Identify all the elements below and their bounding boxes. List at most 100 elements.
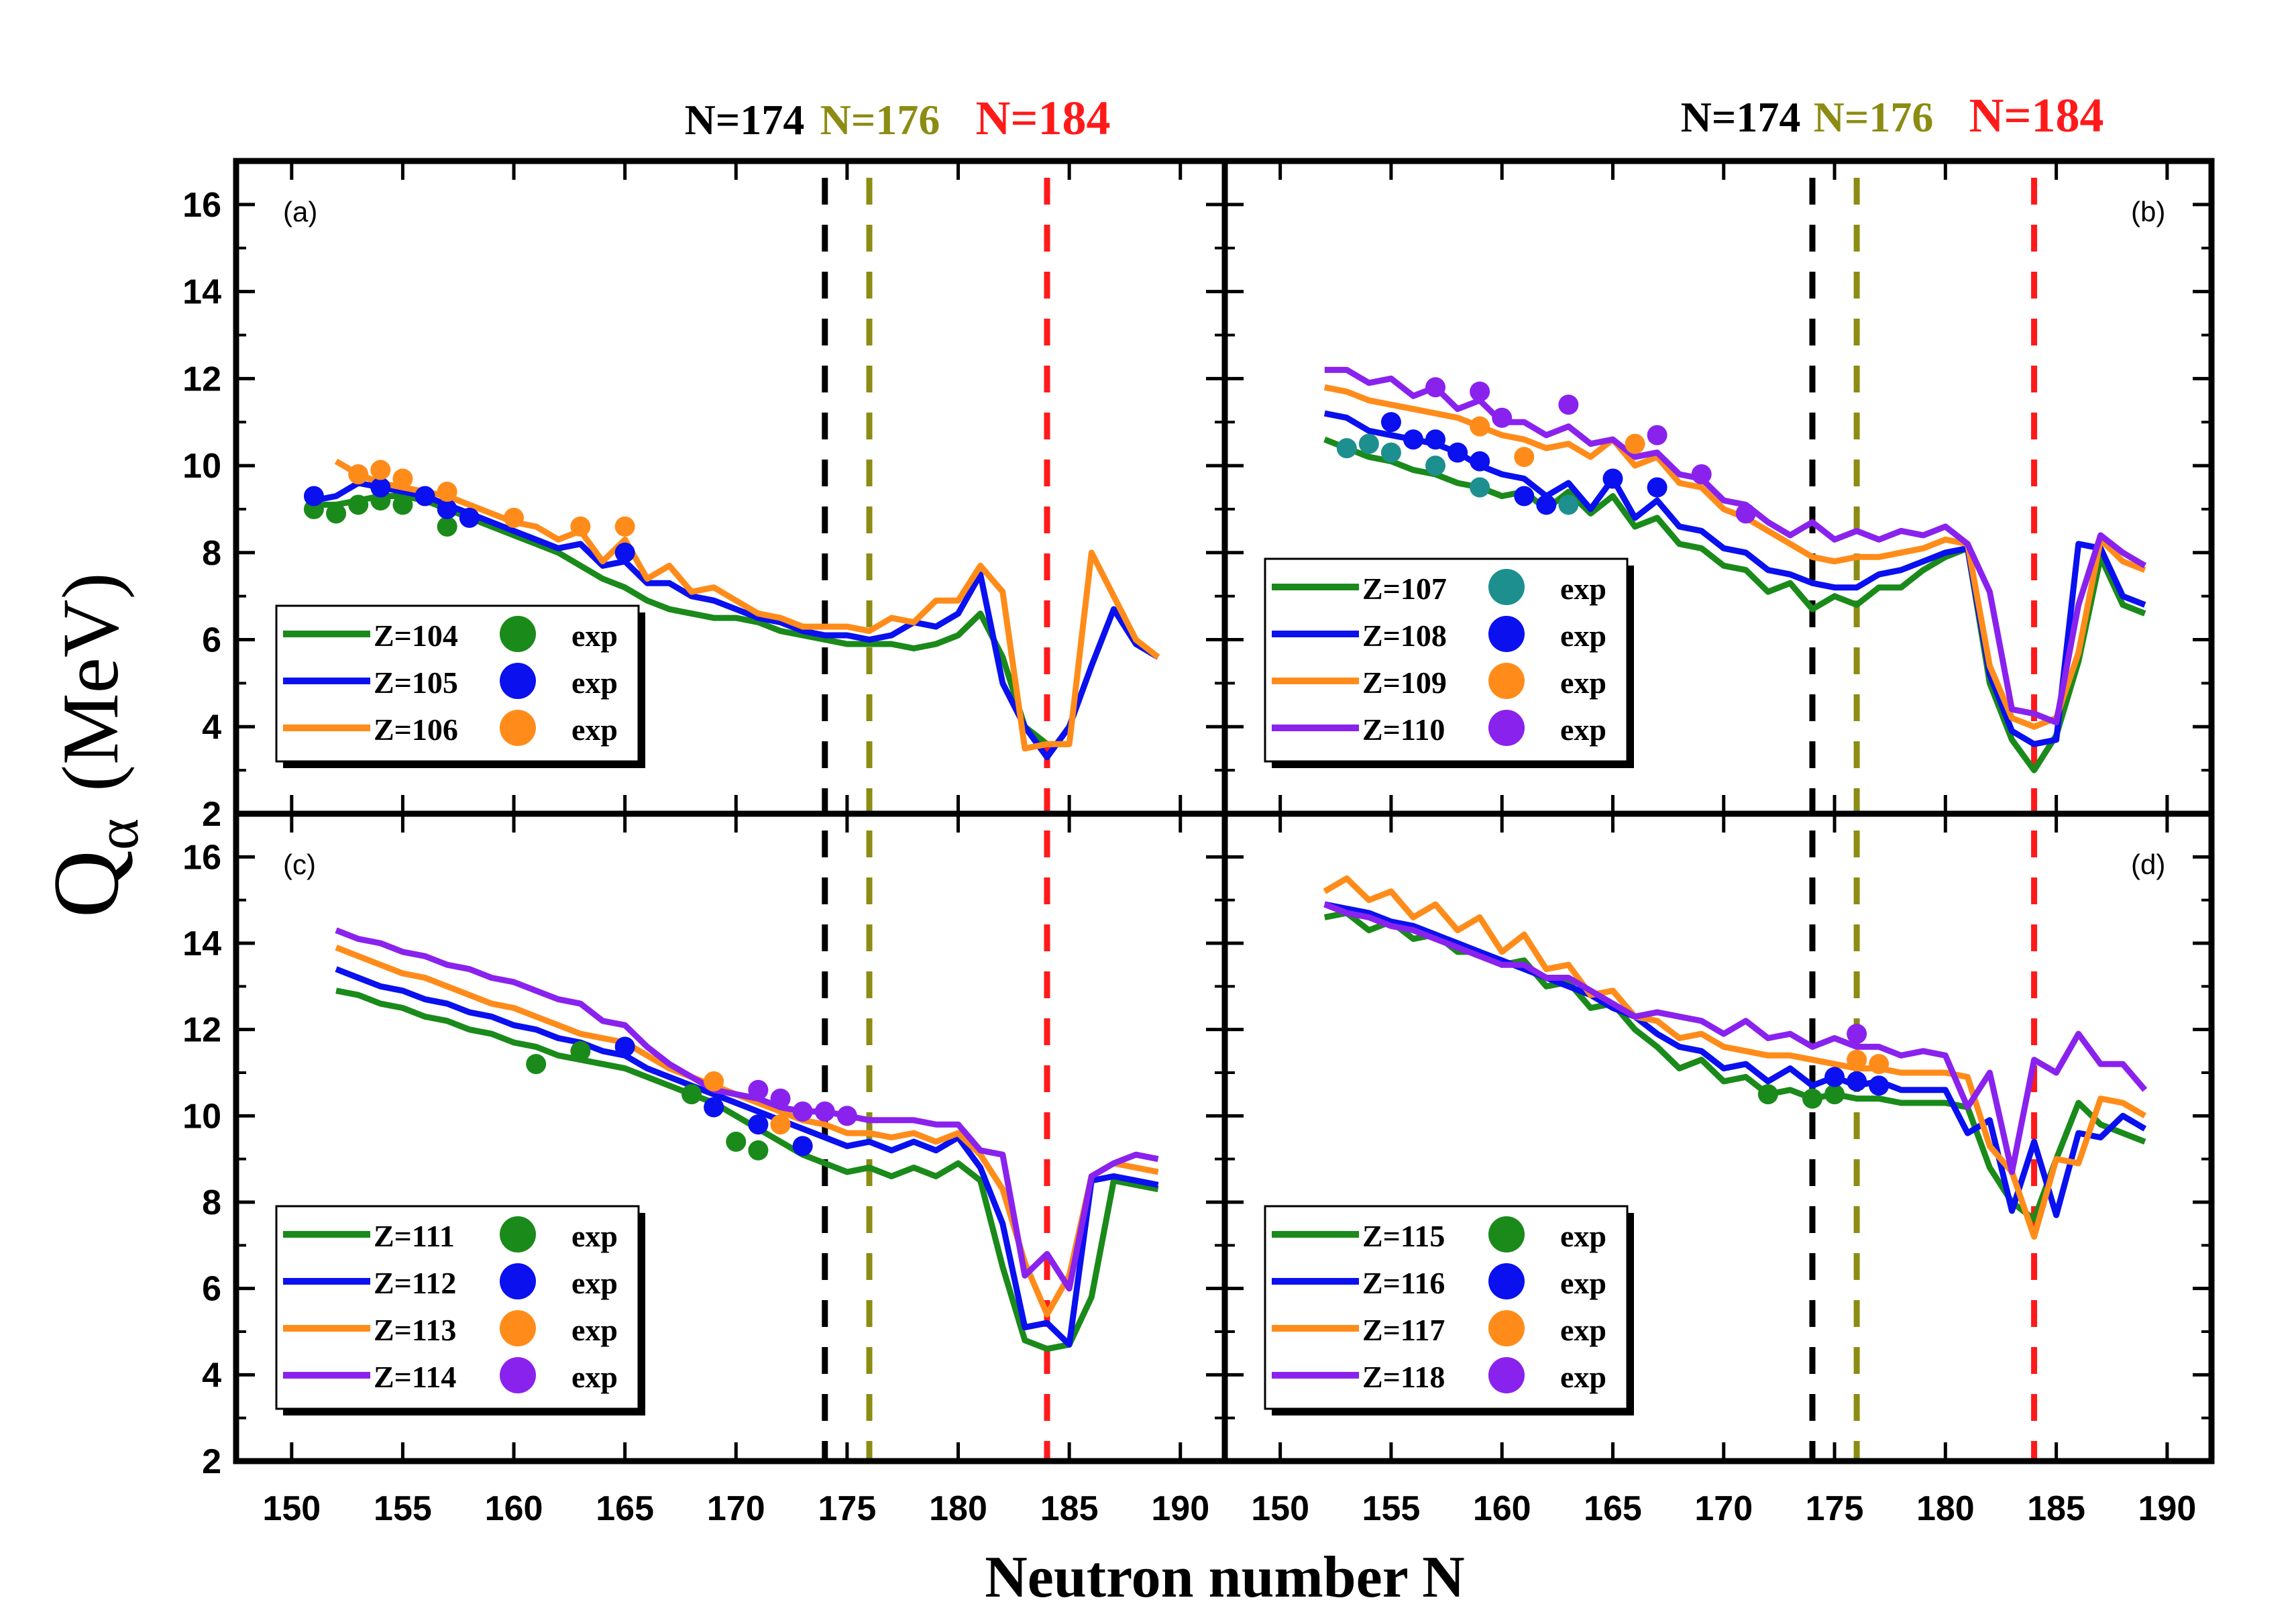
exp-point-z110 (1558, 394, 1579, 415)
exp-point-z105 (614, 542, 635, 563)
x-tick-label: 155 (374, 1489, 432, 1528)
legend-exp-marker (500, 616, 536, 652)
legend-series-name: Z=112 (374, 1266, 456, 1300)
tick-labels: 2 4 6 8 10 12 14 16 150 155 160 165 170 175 180 185 190 2… (182, 186, 2196, 1528)
x-axis-title: Neutron number N (985, 1545, 1464, 1604)
y-tick-label: 10 (182, 447, 221, 486)
svg-text:Qα: Qα (34, 818, 151, 918)
exp-point-z114 (814, 1101, 835, 1122)
y-tick-label: 4 (202, 1356, 221, 1395)
legend-exp-label: exp (1560, 619, 1606, 653)
legend-series-name: Z=110 (1362, 712, 1445, 747)
exp-point-z111 (681, 1084, 702, 1105)
top-label-n184-right: N=184 (1969, 89, 2103, 142)
legend-exp-marker (1488, 1263, 1525, 1299)
legend-exp-marker (500, 710, 536, 746)
legend-exp-label: exp (571, 665, 618, 700)
series-line-z107 (1323, 436, 2146, 773)
y-tick-label: 2 (202, 1442, 221, 1481)
y-tick-label: 16 (182, 838, 221, 877)
exp-point-z116 (1824, 1067, 1845, 1087)
exp-point-z108 (1447, 442, 1468, 463)
x-tick-label: 150 (262, 1489, 321, 1528)
exp-point-z109 (1625, 433, 1645, 454)
panel-b: (b) Z=107 exp Z=108 exp Z=109 exp Z=110 exp (1225, 161, 2211, 816)
exp-point-z107 (1380, 442, 1401, 463)
exp-point-z108 (1647, 477, 1668, 498)
legend-exp-marker (1488, 663, 1525, 699)
exp-point-z111 (526, 1054, 547, 1075)
exp-point-z105 (303, 486, 324, 506)
x-tick-label: 155 (1362, 1489, 1421, 1528)
exp-point-z104 (392, 494, 413, 515)
exp-point-z118 (1847, 1024, 1867, 1045)
legend-exp-label: exp (1560, 712, 1606, 747)
legend-exp-label: exp (1560, 1313, 1606, 1347)
y-tick-label: 16 (182, 186, 221, 225)
legend-exp-marker (1488, 1310, 1525, 1346)
y-tick-label: 8 (202, 1183, 221, 1222)
series-line-z114 (335, 927, 1159, 1292)
exp-point-z114 (770, 1088, 791, 1109)
series-line-z111 (335, 987, 1159, 1352)
exp-point-z106 (437, 481, 457, 502)
exp-point-z108 (1470, 451, 1490, 472)
exp-point-z113 (770, 1114, 791, 1135)
series-line-z110 (1324, 366, 2147, 726)
legend-exp-label: exp (571, 619, 618, 653)
legend-series-name: Z=111 (374, 1219, 455, 1253)
x-tick-label: 170 (707, 1489, 765, 1528)
y-tick-label: 14 (182, 273, 221, 312)
x-tick-label: 190 (2138, 1489, 2197, 1528)
legend-exp-label: exp (571, 1313, 618, 1347)
y-tick-label: 6 (202, 1270, 221, 1309)
series-line-z118 (1323, 901, 2148, 1175)
exp-point-z112 (748, 1114, 769, 1135)
legend-series-name: Z=108 (1362, 619, 1447, 653)
panel-a: (a) Z=104 exp Z=105 exp Z=106 exp (236, 161, 1225, 816)
exp-point-z104 (348, 494, 369, 515)
legend-exp-label: exp (571, 1219, 618, 1253)
exp-point-z106 (504, 507, 525, 528)
exp-point-z110 (1492, 407, 1513, 428)
x-tick-label: 170 (1694, 1489, 1753, 1528)
y-tick-label: 2 (202, 795, 221, 834)
x-tick-label: 185 (1040, 1489, 1099, 1528)
panel-d: (d) Z=115 exp Z=116 exp Z=117 exp Z=118 exp (1225, 814, 2211, 1463)
legend-exp-marker (1488, 569, 1525, 605)
exp-point-z116 (1869, 1075, 1890, 1096)
x-tick-label: 185 (2027, 1489, 2085, 1528)
exp-point-z106 (348, 464, 369, 485)
exp-point-z106 (614, 516, 635, 537)
top-label-n184-left: N=184 (975, 91, 1110, 145)
panel-c: (c) Z=111 exp Z=112 exp Z=113 exp Z=114 exp (236, 814, 1225, 1463)
legend-exp-marker (1488, 1357, 1525, 1393)
exp-point-z112 (614, 1036, 635, 1057)
exp-point-z114 (836, 1106, 857, 1126)
y-tick-label: 4 (202, 708, 221, 747)
exp-point-z108 (1602, 468, 1623, 489)
series-line-z106 (334, 458, 1160, 752)
x-tick-label: 180 (929, 1489, 987, 1528)
series-line-z109 (1323, 384, 2146, 730)
legend: Z=115 exp Z=116 exp Z=117 exp Z=118 exp (1264, 1205, 1634, 1415)
exp-point-z110 (1647, 425, 1668, 445)
panel-label: (a) (283, 196, 317, 227)
x-tick-label: 150 (1251, 1489, 1309, 1528)
exp-point-z107 (1470, 477, 1490, 498)
legend-exp-marker (500, 1357, 536, 1393)
exp-point-z108 (1425, 429, 1446, 450)
exp-point-z109 (1514, 447, 1535, 468)
y-tick-label: 12 (182, 360, 221, 398)
exp-point-z105 (459, 507, 480, 528)
exp-point-z110 (1425, 377, 1446, 398)
exp-point-z112 (704, 1097, 724, 1118)
exp-point-z108 (1536, 494, 1557, 515)
legend-exp-marker (500, 1310, 536, 1346)
exp-point-z111 (570, 1040, 591, 1061)
legend-exp-label: exp (1560, 1360, 1606, 1394)
y-axis-symbol: Q (34, 850, 138, 918)
exp-point-z111 (726, 1131, 747, 1152)
legend-exp-marker (500, 663, 536, 699)
